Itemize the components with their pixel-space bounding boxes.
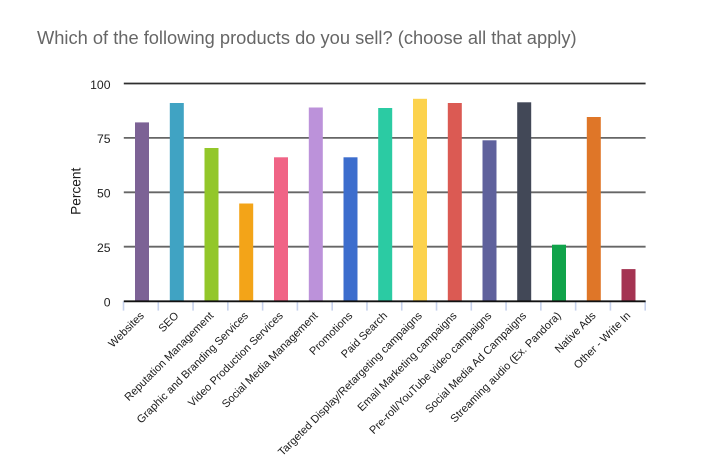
svg-text:Percent: Percent <box>69 168 84 215</box>
svg-text:100: 100 <box>90 78 111 92</box>
svg-text:25: 25 <box>97 241 111 255</box>
svg-text:50: 50 <box>97 187 111 201</box>
svg-text:Which of the following product: Which of the following products do you s… <box>37 27 577 48</box>
svg-text:0: 0 <box>104 296 111 310</box>
svg-text:75: 75 <box>97 132 111 146</box>
